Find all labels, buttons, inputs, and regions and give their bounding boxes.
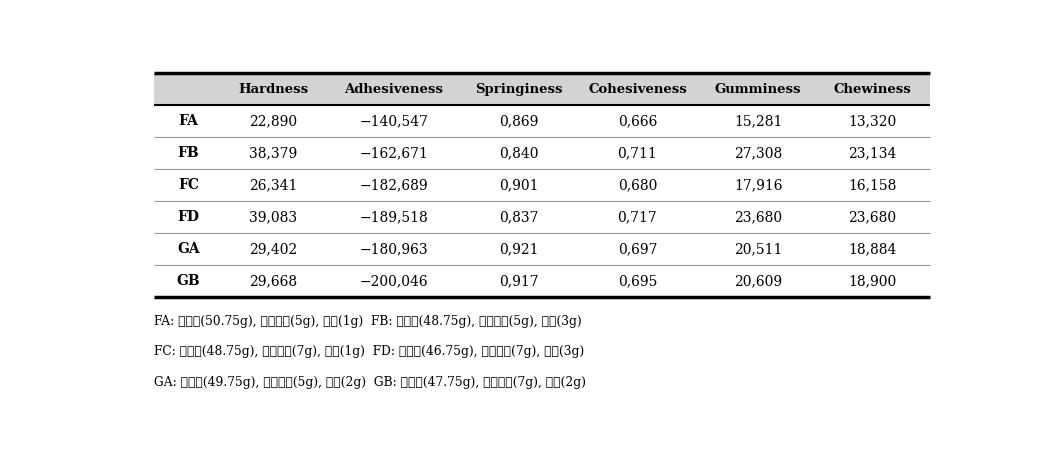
Text: 38,379: 38,379 — [249, 146, 297, 160]
Text: 29,402: 29,402 — [249, 242, 297, 256]
Text: 27,308: 27,308 — [734, 146, 783, 160]
Text: 0,697: 0,697 — [618, 242, 658, 256]
Text: FA: 강력분(50.75g), 초산전분(5g), 난백(1g)  FB: 강력분(48.75g), 초산전분(5g), 난백(3g): FA: 강력분(50.75g), 초산전분(5g), 난백(1g) FB: 강력… — [154, 315, 582, 328]
Text: 23,680: 23,680 — [848, 210, 896, 225]
Text: 18,884: 18,884 — [848, 242, 897, 256]
Text: −180,963: −180,963 — [359, 242, 428, 256]
Text: 0,869: 0,869 — [499, 114, 539, 128]
Text: 0,717: 0,717 — [618, 210, 658, 225]
Text: 0,680: 0,680 — [618, 178, 658, 192]
Bar — [154, 73, 929, 105]
Text: 0,840: 0,840 — [499, 146, 539, 160]
Text: 13,320: 13,320 — [848, 114, 897, 128]
Text: −189,518: −189,518 — [359, 210, 428, 225]
Text: GB: GB — [176, 274, 200, 288]
Text: FA: FA — [178, 114, 198, 128]
Text: Gumminess: Gumminess — [715, 83, 801, 96]
Text: −140,547: −140,547 — [359, 114, 428, 128]
Text: FD: FD — [177, 210, 199, 225]
Text: −162,671: −162,671 — [359, 146, 428, 160]
Text: 20,511: 20,511 — [734, 242, 783, 256]
Text: 15,281: 15,281 — [734, 114, 783, 128]
Text: Chewiness: Chewiness — [834, 83, 912, 96]
Text: 0,695: 0,695 — [618, 274, 658, 288]
Text: 0,711: 0,711 — [618, 146, 658, 160]
Text: 0,837: 0,837 — [499, 210, 539, 225]
Text: 16,158: 16,158 — [848, 178, 897, 192]
Text: Adhesiveness: Adhesiveness — [345, 83, 443, 96]
Text: 0,917: 0,917 — [499, 274, 539, 288]
Text: 29,668: 29,668 — [249, 274, 297, 288]
Text: −200,046: −200,046 — [359, 274, 428, 288]
Text: FB: FB — [177, 146, 199, 160]
Text: FC: FC — [178, 178, 199, 192]
Text: Hardness: Hardness — [238, 83, 308, 96]
Text: 26,341: 26,341 — [249, 178, 297, 192]
Text: Cohesiveness: Cohesiveness — [588, 83, 687, 96]
Text: 20,609: 20,609 — [735, 274, 783, 288]
Text: −182,689: −182,689 — [359, 178, 428, 192]
Text: 18,900: 18,900 — [848, 274, 897, 288]
Text: 17,916: 17,916 — [734, 178, 783, 192]
Text: 0,921: 0,921 — [499, 242, 539, 256]
Text: GA: 강력분(49.75g), 초산전분(5g), 난백(2g)  GB: 강력분(47.75g), 초산전분(7g), 난백(2g): GA: 강력분(49.75g), 초산전분(5g), 난백(2g) GB: 강력… — [154, 376, 587, 389]
Text: 22,890: 22,890 — [249, 114, 297, 128]
Text: Springiness: Springiness — [475, 83, 563, 96]
Text: 39,083: 39,083 — [249, 210, 297, 225]
Text: 23,134: 23,134 — [848, 146, 897, 160]
Text: 0,901: 0,901 — [499, 178, 539, 192]
Text: 23,680: 23,680 — [735, 210, 783, 225]
Text: GA: GA — [177, 242, 200, 256]
Text: FC: 강력분(48.75g), 초산전분(7g), 난백(1g)  FD: 강력분(46.75g), 초산전분(7g), 난백(3g): FC: 강력분(48.75g), 초산전분(7g), 난백(1g) FD: 강력… — [154, 346, 585, 359]
Text: 0,666: 0,666 — [618, 114, 658, 128]
